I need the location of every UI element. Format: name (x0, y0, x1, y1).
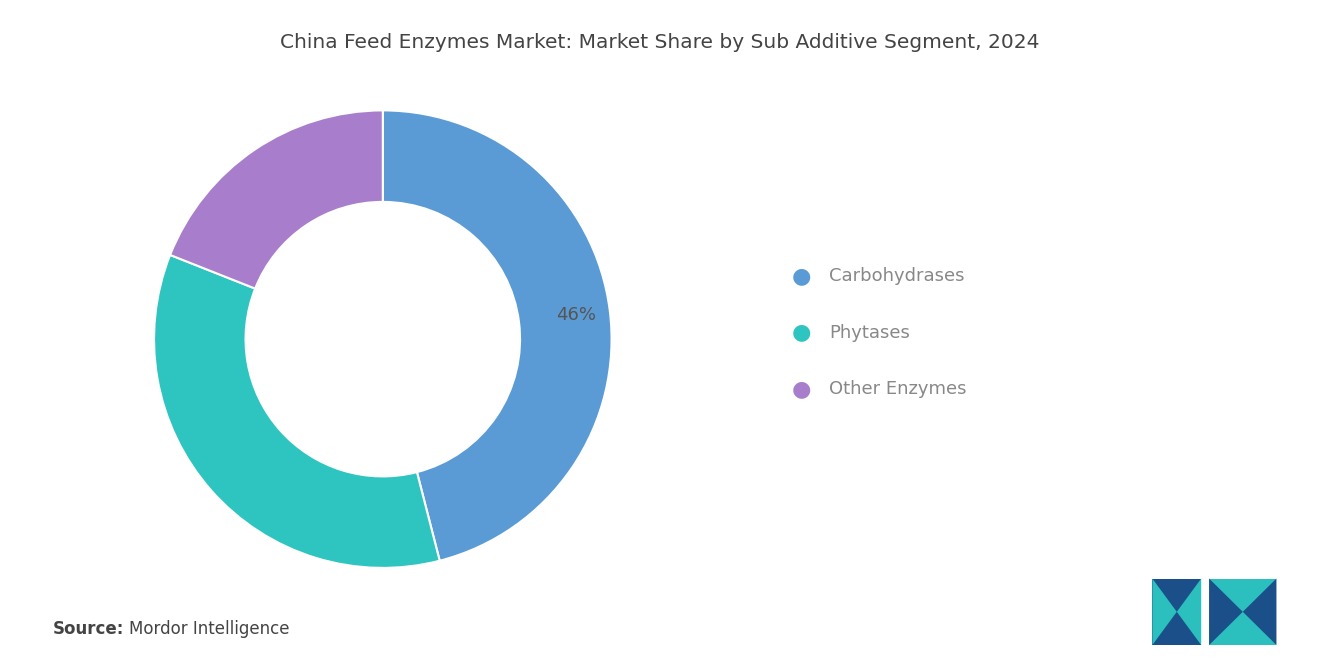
Text: Carbohydrases: Carbohydrases (829, 267, 965, 285)
Text: ●: ● (792, 323, 812, 342)
Text: Other Enzymes: Other Enzymes (829, 380, 966, 398)
Wedge shape (154, 255, 440, 568)
Polygon shape (1177, 579, 1201, 645)
Polygon shape (1209, 579, 1243, 645)
Polygon shape (1152, 579, 1201, 645)
Polygon shape (1243, 579, 1276, 645)
Text: ●: ● (792, 266, 812, 286)
Wedge shape (170, 110, 383, 289)
Polygon shape (1209, 579, 1276, 645)
Text: Phytases: Phytases (829, 323, 909, 342)
Text: Mordor Intelligence: Mordor Intelligence (129, 620, 290, 638)
Text: 46%: 46% (556, 306, 595, 324)
Text: Source:: Source: (53, 620, 124, 638)
Wedge shape (383, 110, 611, 561)
Polygon shape (1152, 579, 1177, 645)
Text: China Feed Enzymes Market: Market Share by Sub Additive Segment, 2024: China Feed Enzymes Market: Market Share … (280, 33, 1040, 53)
Text: ●: ● (792, 379, 812, 399)
